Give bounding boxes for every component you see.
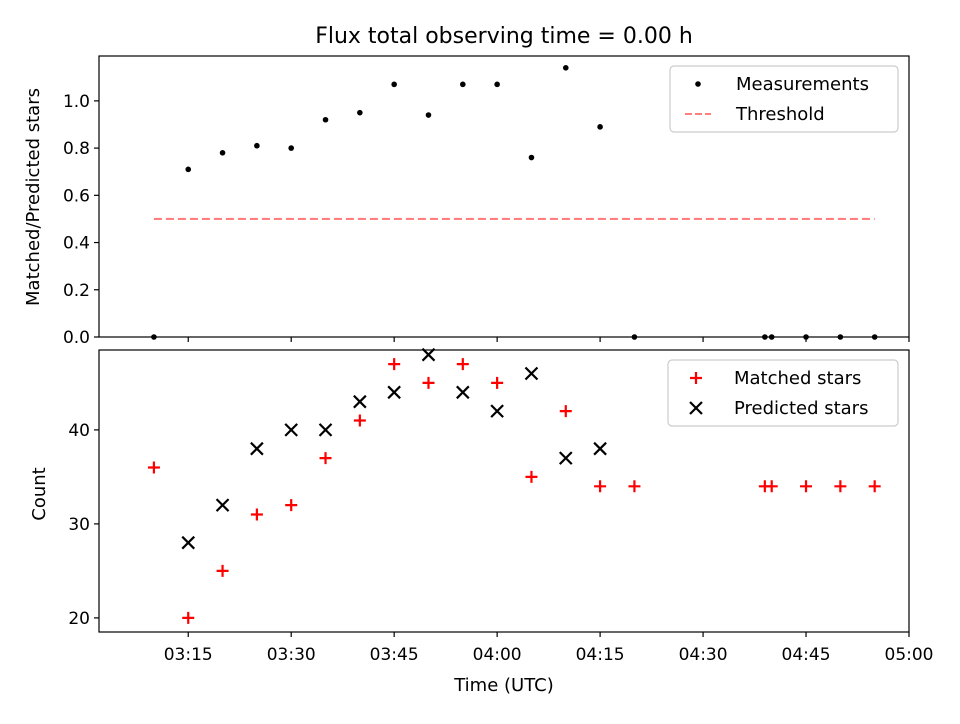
data-point bbox=[421, 347, 436, 362]
data-point bbox=[456, 358, 469, 371]
legend-marker bbox=[695, 81, 701, 87]
data-point bbox=[800, 480, 813, 493]
legend-label: Measurements bbox=[736, 74, 869, 95]
y-tick-label: 30 bbox=[68, 515, 90, 535]
y-tick-label: 0.6 bbox=[63, 186, 90, 206]
data-point bbox=[182, 611, 195, 624]
y-tick-label: 0.4 bbox=[63, 234, 90, 254]
data-point bbox=[559, 405, 572, 418]
top-subplot: 0.0 0.2 0.4 0.6 0.8 1.0 Measurements Threshold bbox=[63, 55, 910, 348]
bottom-y-axis-label: Count bbox=[29, 467, 50, 520]
data-point bbox=[388, 358, 401, 371]
y-tick-label: 0.2 bbox=[63, 281, 90, 301]
data-point bbox=[422, 376, 435, 389]
data-point bbox=[254, 142, 260, 149]
data-point bbox=[285, 499, 298, 512]
data-point bbox=[490, 404, 504, 418]
x-tick-label: 04:15 bbox=[576, 645, 625, 665]
legend-label: Matched stars bbox=[734, 368, 861, 389]
data-point bbox=[391, 81, 397, 88]
legend: Measurements Threshold bbox=[669, 65, 899, 133]
data-point bbox=[353, 414, 366, 427]
legend-label: Threshold bbox=[735, 104, 825, 125]
data-point bbox=[147, 461, 160, 474]
y-tick-label: 40 bbox=[68, 421, 90, 441]
data-point bbox=[319, 452, 332, 465]
data-point bbox=[525, 470, 538, 483]
data-point bbox=[868, 480, 881, 493]
legend-marker bbox=[690, 372, 702, 384]
series-matched-stars bbox=[147, 358, 881, 624]
data-point bbox=[594, 480, 607, 493]
x-tick-label: 04:30 bbox=[679, 645, 728, 665]
data-point bbox=[491, 376, 504, 389]
data-point bbox=[593, 441, 607, 456]
data-point bbox=[559, 451, 573, 465]
data-point bbox=[185, 166, 192, 173]
bottom-subplot: 20 30 40 03:15 03:30 03:45 04:00 04:15 04:30 04:4… bbox=[68, 347, 934, 665]
data-point bbox=[524, 366, 539, 381]
data-point bbox=[353, 394, 367, 409]
y-tick-label: 20 bbox=[68, 609, 90, 629]
data-point bbox=[597, 124, 603, 130]
data-point bbox=[494, 81, 500, 88]
data-point bbox=[460, 81, 466, 88]
data-point bbox=[387, 385, 401, 400]
data-point bbox=[528, 154, 535, 161]
data-point bbox=[215, 498, 230, 512]
y-tick-label: 0.8 bbox=[63, 139, 90, 159]
y-tick-label: 1.0 bbox=[63, 92, 90, 112]
plot-frame bbox=[98, 55, 910, 338]
data-point bbox=[562, 65, 569, 71]
legend: Matched stars Predicted stars bbox=[667, 359, 899, 427]
legend-label: Predicted stars bbox=[734, 398, 868, 419]
data-point bbox=[288, 145, 295, 151]
x-tick-label: 05:00 bbox=[885, 645, 934, 665]
figure-title: Flux total observing time = 0.00 h bbox=[315, 24, 693, 49]
data-point bbox=[834, 480, 847, 493]
data-point bbox=[628, 480, 641, 493]
legend-marker bbox=[689, 401, 703, 415]
x-tick-label: 03:15 bbox=[164, 645, 213, 665]
y-tick-label: 0.0 bbox=[63, 328, 90, 348]
data-point bbox=[318, 423, 333, 437]
data-point bbox=[219, 150, 226, 156]
x-tick-label: 04:45 bbox=[782, 645, 831, 665]
data-point bbox=[456, 385, 470, 400]
top-y-axis-label: Matched/Predicted stars bbox=[23, 88, 44, 306]
data-point bbox=[765, 480, 778, 493]
data-point bbox=[322, 116, 329, 123]
plot-areas: 0.0 0.2 0.4 0.6 0.8 1.0 Measurements Threshold 2… bbox=[63, 55, 934, 665]
data-point bbox=[216, 564, 229, 577]
data-point bbox=[425, 112, 432, 118]
legend-box bbox=[669, 65, 899, 133]
plot-frame bbox=[98, 349, 910, 633]
data-point bbox=[250, 441, 264, 456]
data-point bbox=[181, 535, 196, 550]
x-axis-label: Time (UTC) bbox=[453, 675, 554, 696]
data-point bbox=[250, 508, 263, 521]
x-tick-label: 03:30 bbox=[267, 645, 316, 665]
legend-box bbox=[667, 359, 899, 427]
data-point bbox=[357, 109, 363, 116]
x-tick-label: 04:00 bbox=[473, 645, 522, 665]
x-tick-label: 03:45 bbox=[370, 645, 419, 665]
series-measurements bbox=[151, 65, 878, 340]
data-point bbox=[284, 423, 298, 437]
series-predicted-stars bbox=[181, 347, 607, 550]
